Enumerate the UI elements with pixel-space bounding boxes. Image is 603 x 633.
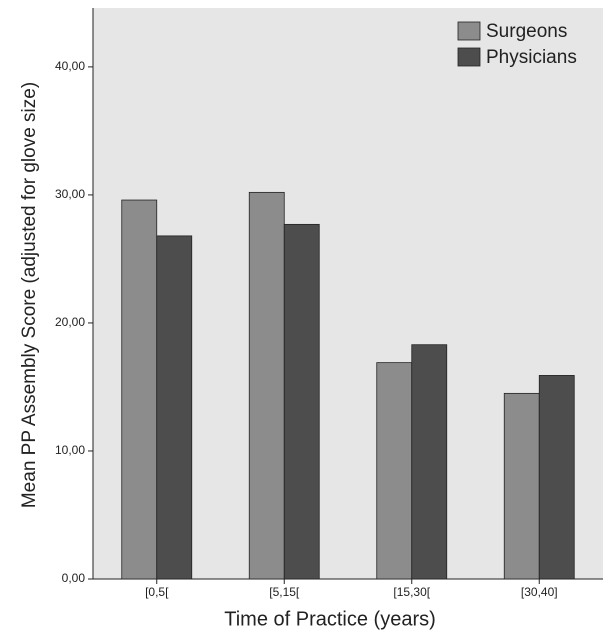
bar	[538, 375, 575, 580]
y-tick-label: 20,00	[55, 315, 85, 329]
x-tick-label: [0,5[	[145, 585, 169, 599]
bar	[376, 362, 413, 580]
bar	[156, 235, 193, 580]
y-tick-label: 0,00	[62, 571, 86, 585]
bar	[248, 191, 285, 580]
bar	[503, 392, 540, 580]
x-tick-label: [30,40]	[521, 585, 558, 599]
bar	[283, 223, 320, 580]
y-tick-label: 30,00	[55, 187, 85, 201]
bar	[411, 344, 448, 580]
y-tick-label: 10,00	[55, 443, 85, 457]
legend-label: Surgeons	[486, 21, 567, 42]
y-axis-label: Mean PP Assembly Score (adjusted for glo…	[19, 82, 40, 508]
legend-swatch	[457, 21, 481, 41]
legend-swatch	[457, 47, 481, 67]
x-tick-label: [15,30[	[393, 585, 430, 599]
bar	[121, 199, 158, 580]
y-tick-label: 40,00	[55, 59, 85, 73]
x-tick-label: [5,15[	[269, 585, 300, 599]
x-axis-label: Time of Practice (years)	[224, 608, 436, 630]
legend-label: Physicians	[486, 47, 577, 68]
